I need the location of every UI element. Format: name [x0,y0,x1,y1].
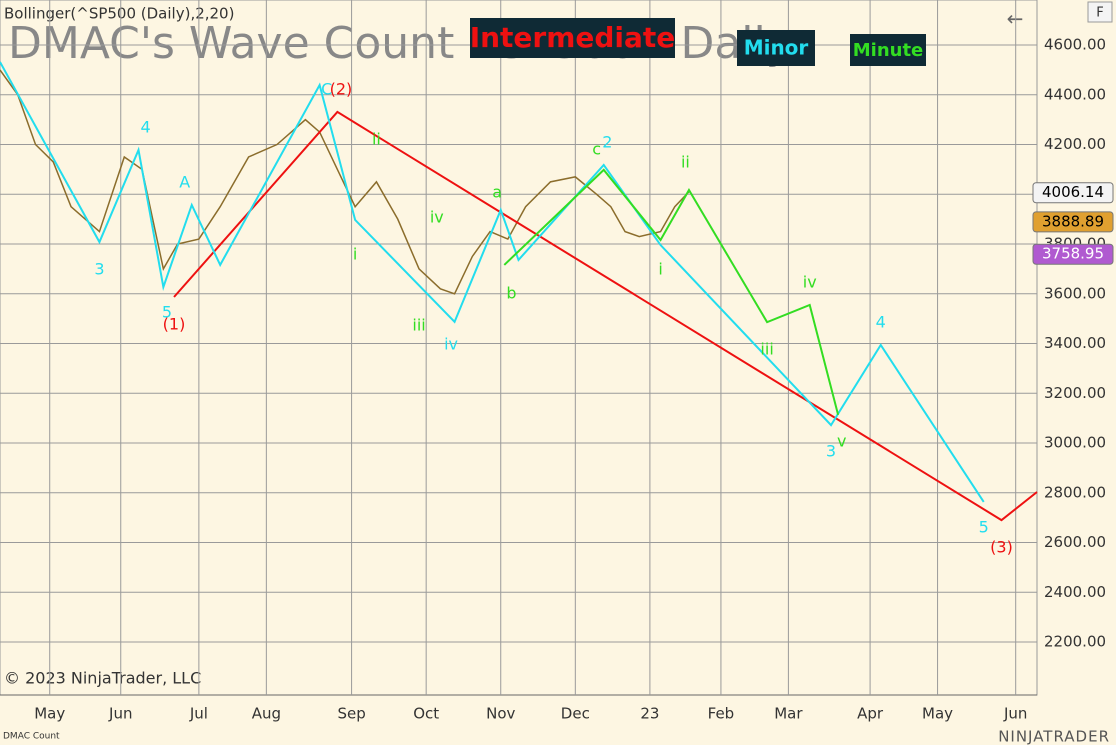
price-line [0,69,690,295]
wave-label: ii [681,152,690,171]
wave-label: v [837,432,846,451]
wave-line [503,168,840,416]
wave-label: (1) [163,315,186,334]
x-tick-label: Dec [561,705,590,723]
copyright: © 2023 NinjaTrader, LLC [4,669,201,688]
wave-label: (3) [990,537,1013,556]
x-tick-label: Feb [708,705,735,723]
wave-label: iv [430,207,444,226]
wave-line [173,110,1038,522]
wave-label: 4 [141,118,151,137]
y-tick-label: 2800.00 [1044,483,1106,501]
price-marker-box [1032,243,1114,265]
brand: NINJATRADER [998,728,1110,745]
y-tick-label: 2200.00 [1044,633,1106,651]
wave-label: (2) [330,80,353,99]
legend-box [850,34,926,66]
y-tick-label: 4200.00 [1044,135,1106,153]
wave-line [0,61,985,503]
x-tick-label: Jun [108,705,132,723]
y-tick-label: 3200.00 [1044,384,1106,402]
wave-label: iv [444,335,458,354]
y-tick-label: 4600.00 [1044,36,1106,54]
wave-label: 2 [602,133,612,152]
wave-label: iii [412,316,425,335]
x-tick-label: 23 [640,705,659,723]
wave-label: 4 [876,313,886,332]
y-tick-label: 3400.00 [1044,334,1106,352]
wave-label: i [353,244,357,263]
y-tick-label: 2600.00 [1044,533,1106,551]
x-tick-label: Jun [1003,705,1027,723]
x-tick-label: Apr [857,705,884,723]
y-tick-label: 3000.00 [1044,434,1106,452]
wave-label: a [492,183,502,202]
wave-label: 3 [826,441,836,460]
price-marker-box [1032,211,1114,233]
legend-label: Minor [744,36,809,60]
plot-area [0,0,1038,696]
y-tick-label: 2400.00 [1044,583,1106,601]
price-marker-label: 3758.95 [1042,245,1104,263]
legend-box [470,18,675,58]
x-tick-label: Aug [252,705,281,723]
legend-box [737,30,815,66]
wave-label: ii [372,130,381,149]
wave-label: i [658,260,662,279]
wave-label: C [321,80,332,99]
back-button[interactable]: ← [1007,7,1024,31]
price-marker-box [1032,182,1114,204]
legend-label: Intermediate [470,21,676,54]
indicator-label: Bollinger(^SP500 (Daily),2,20) [4,5,234,23]
x-tick-label: Mar [774,705,803,723]
price-marker-label: 4006.14 [1042,183,1104,201]
price-marker-label: 3888.89 [1042,212,1104,230]
menu-button[interactable]: F [1096,6,1103,21]
wave-label: 5 [162,302,172,321]
wave-label: iii [760,339,773,358]
wave-label: 3 [94,260,104,279]
wave-label: b [506,284,516,303]
menu-button-box[interactable] [1087,1,1113,23]
x-tick-label: Nov [486,705,515,723]
wave-label: A [179,173,190,192]
x-tick-label: Jul [189,705,208,723]
panel-label: DMAC Count [3,732,60,742]
legend-label: Minute [853,40,924,61]
y-tick-label: 3600.00 [1044,284,1106,302]
x-tick-label: Oct [413,705,439,723]
x-tick-label: May [34,705,65,723]
wave-label: c [592,139,601,158]
x-tick-label: May [922,705,953,723]
y-tick-label: 4400.00 [1044,85,1106,103]
wave-label: iv [803,273,817,292]
x-tick-label: Sep [337,705,365,723]
wave-label: 5 [979,518,989,537]
